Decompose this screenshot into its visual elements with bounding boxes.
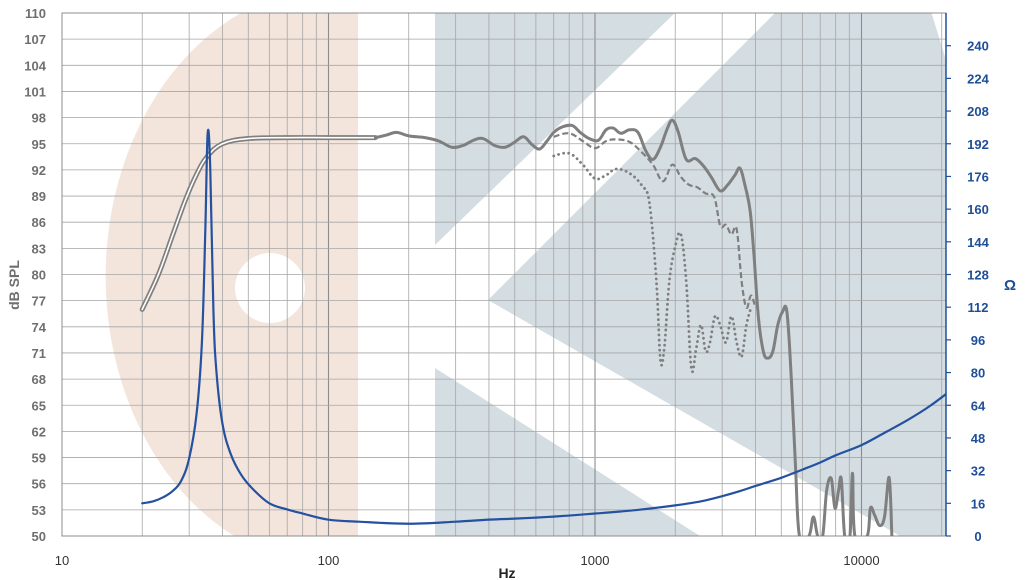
y-left-tick: 101 xyxy=(24,84,46,99)
y-left-tick: 74 xyxy=(32,320,47,335)
y-left-tick: 80 xyxy=(32,268,46,283)
y-right-tick: 160 xyxy=(967,202,989,217)
y-left-tick: 56 xyxy=(32,477,46,492)
y-left-tick: 104 xyxy=(24,58,46,73)
y-left-tick: 65 xyxy=(32,398,46,413)
y-right-tick: 80 xyxy=(971,366,985,381)
y-left-tick: 110 xyxy=(25,6,46,21)
y-left-tick: 77 xyxy=(32,294,46,309)
y-right-axis-title: Ω xyxy=(1004,277,1016,294)
y-right-tick: 16 xyxy=(971,496,985,511)
y-left-tick: 89 xyxy=(32,189,46,204)
y-left-tick: 86 xyxy=(32,215,46,230)
y-left-tick: 95 xyxy=(32,137,46,152)
series-layer xyxy=(139,118,946,536)
y-right-tick: 240 xyxy=(967,39,989,54)
y-right-tick: 208 xyxy=(967,104,989,119)
y-left-tick: 107 xyxy=(24,32,46,47)
y-right-tick: 192 xyxy=(967,137,989,152)
y-right-tick: 0 xyxy=(974,529,981,544)
y-right-tick: 64 xyxy=(971,398,986,413)
x-tick-labels: 10 100 1000 10000 xyxy=(55,553,880,568)
y-right-tick: 176 xyxy=(967,169,989,184)
x-tick: 10000 xyxy=(843,553,879,568)
x-tick: 1000 xyxy=(581,553,610,568)
y-right-tick: 112 xyxy=(968,300,989,315)
spl-curve-dotted xyxy=(552,151,753,373)
x-axis-title: Hz xyxy=(498,565,515,580)
y-left-tick: 59 xyxy=(32,451,46,466)
y-left-tick: 71 xyxy=(32,346,46,361)
watermark-dot xyxy=(235,253,305,323)
y-right-tick: 96 xyxy=(971,333,985,348)
y-left-tick: 92 xyxy=(32,163,46,178)
y-left-tick: 50 xyxy=(32,529,46,544)
chart-grid xyxy=(62,12,946,537)
y-left-tick: 53 xyxy=(32,503,46,518)
y-left-tick-labels: 110 107 104 101 98 95 92 89 86 83 80 77 74 71 68 65 62 59… xyxy=(24,6,46,544)
x-tick: 100 xyxy=(318,553,340,568)
y-right-tick: 48 xyxy=(971,431,985,446)
y-left-tick: 62 xyxy=(32,424,46,439)
y-left-axis-title: dB SPL xyxy=(6,260,22,310)
x-tick: 10 xyxy=(55,553,69,568)
y-left-tick: 83 xyxy=(32,241,46,256)
y-left-tick: 98 xyxy=(32,111,46,126)
impedance-curve xyxy=(141,128,946,525)
y-left-tick: 68 xyxy=(32,372,46,387)
y-right-tick: 32 xyxy=(971,464,985,479)
y-right-tick: 224 xyxy=(967,71,989,86)
spl-curve-solid xyxy=(373,118,894,536)
y-right-tick: 144 xyxy=(967,235,989,250)
y-right-tick: 128 xyxy=(967,268,989,283)
spl-curve-dashed xyxy=(553,132,757,309)
